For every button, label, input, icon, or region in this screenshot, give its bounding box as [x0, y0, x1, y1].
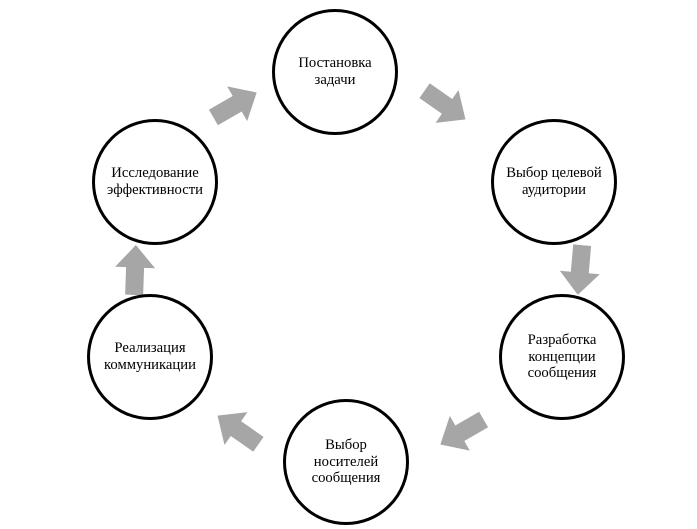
cycle-diagram: Постановка задачи Выбор целевой аудитории…: [0, 0, 697, 529]
cycle-node: Выбор носителей сообщения: [283, 399, 409, 525]
cycle-node-label: Выбор носителей сообщения: [294, 437, 398, 488]
cycle-node: Разработка концепции сообщения: [499, 294, 625, 420]
cycle-node-label: Исследование эффективности: [103, 165, 207, 199]
cycle-arrow: [413, 74, 477, 135]
cycle-node-label: Выбор целевой аудитории: [502, 165, 606, 199]
cycle-node-label: Реализация коммуникации: [98, 340, 202, 374]
cycle-arrow: [558, 243, 602, 296]
cycle-node: Исследование эффективности: [92, 119, 218, 245]
cycle-arrow: [430, 402, 493, 462]
cycle-node: Реализация коммуникации: [87, 294, 213, 420]
cycle-arrow: [114, 244, 156, 295]
cycle-arrow: [203, 75, 266, 135]
cycle-arrow: [206, 399, 270, 460]
cycle-node: Постановка задачи: [272, 9, 398, 135]
cycle-node-label: Постановка задачи: [283, 55, 387, 89]
cycle-node-label: Разработка концепции сообщения: [510, 332, 614, 383]
cycle-node: Выбор целевой аудитории: [491, 119, 617, 245]
